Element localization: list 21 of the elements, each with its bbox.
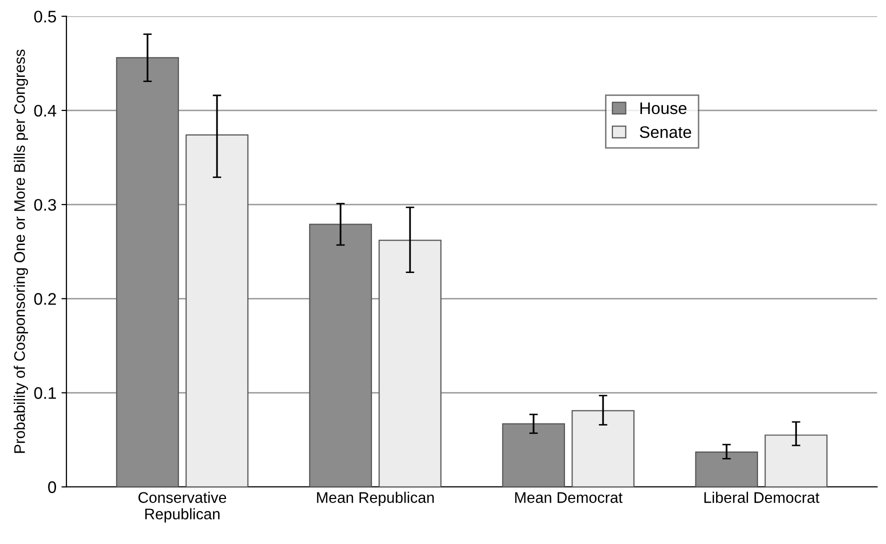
bar [116, 57, 179, 487]
x-tick-label: Conservative Republican [138, 492, 226, 522]
y-tick-label: 0 [48, 481, 56, 494]
bar [502, 423, 565, 487]
y-tick-label: 0.4 [34, 104, 56, 117]
y-tick-label: 0.1 [34, 387, 56, 399]
bar [309, 224, 372, 487]
bar [764, 434, 828, 487]
y-axis-title: Probability of Cosponsoring One or More Bills per Congress [14, 50, 28, 453]
legend-label: House [640, 102, 687, 114]
x-tick-label: Liberal Democrat [704, 492, 820, 503]
bar [378, 240, 442, 487]
x-tick-label: Mean Republican [317, 492, 434, 506]
bar [695, 452, 758, 487]
bar [186, 134, 248, 487]
y-tick-label: 0.5 [34, 10, 56, 23]
bar [572, 410, 634, 487]
x-tick-label: Mean Democrat [515, 492, 623, 503]
y-tick-label: 0.2 [34, 293, 56, 305]
legend-label: Senate [640, 126, 692, 138]
y-tick-label: 0.3 [34, 198, 56, 211]
